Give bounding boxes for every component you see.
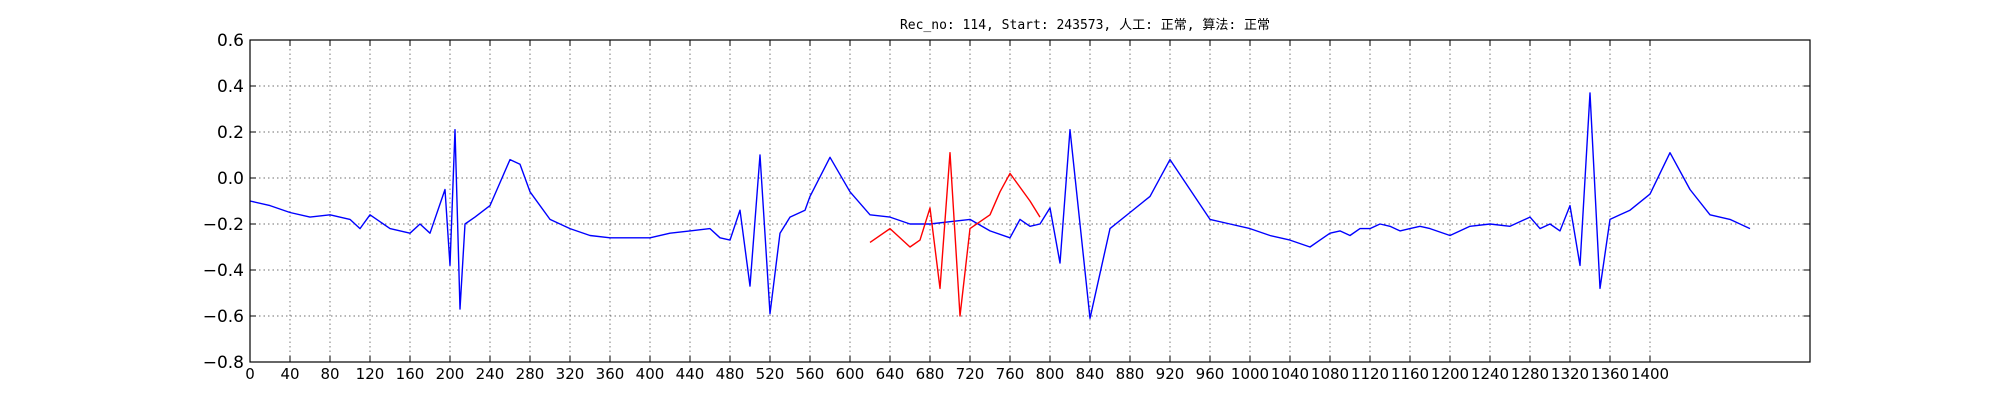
y-tick-label: 0.0 [217, 169, 244, 189]
x-tick-label: 360 [596, 365, 625, 383]
plot-area-frame [249, 39, 1811, 363]
x-tick-label: 1360 [1591, 365, 1629, 383]
y-axis: −0.8 −0.6 −0.4 −0.2 0.0 0.2 0.4 0.6 [203, 31, 1810, 373]
grid [250, 40, 1810, 362]
x-tick-label: 440 [676, 365, 705, 383]
x-tick-label: 880 [1116, 365, 1145, 383]
x-tick-label: 1400 [1631, 365, 1669, 383]
y-tick-label: −0.8 [203, 353, 244, 373]
x-axis: 0 40 80 120 160 200 240 280 320 360 400 440 480 520 56… [245, 40, 1669, 383]
x-tick-label: 480 [716, 365, 745, 383]
x-tick-label: 600 [836, 365, 865, 383]
x-tick-label: 80 [320, 365, 339, 383]
x-tick-label: 320 [556, 365, 585, 383]
y-tick-label: −0.4 [203, 261, 244, 281]
y-tick-label: −0.6 [203, 307, 244, 327]
ecg-signal-series [249, 92, 1751, 319]
x-tick-label: 920 [1156, 365, 1185, 383]
x-tick-label: 640 [876, 365, 905, 383]
x-tick-label: 0 [245, 365, 255, 383]
x-tick-label: 280 [516, 365, 545, 383]
x-tick-label: 200 [436, 365, 465, 383]
x-tick-label: 520 [756, 365, 785, 383]
x-tick-label: 240 [476, 365, 505, 383]
x-tick-label: 1200 [1431, 365, 1469, 383]
x-tick-label: 1320 [1551, 365, 1589, 383]
x-tick-label: 1240 [1471, 365, 1509, 383]
chart-title: Rec_no: 114, Start: 243573, 人工: 正常, 算法: … [900, 18, 1270, 33]
x-tick-label: 1280 [1511, 365, 1549, 383]
x-tick-label: 1080 [1311, 365, 1349, 383]
x-tick-label: 960 [1196, 365, 1225, 383]
x-tick-label: 40 [280, 365, 299, 383]
ecg-highlighted-beat-series [869, 151, 1041, 317]
x-tick-label: 400 [636, 365, 665, 383]
x-tick-label: 800 [1036, 365, 1065, 383]
y-tick-label: 0.2 [217, 123, 244, 143]
x-tick-label: 1040 [1271, 365, 1309, 383]
x-tick-label: 1160 [1391, 365, 1429, 383]
x-tick-label: 560 [796, 365, 825, 383]
y-tick-label: 0.4 [217, 77, 244, 97]
x-tick-label: 680 [916, 365, 945, 383]
x-tick-label: 1120 [1351, 365, 1389, 383]
x-tick-label: 760 [996, 365, 1025, 383]
x-tick-label: 120 [356, 365, 385, 383]
x-tick-label: 720 [956, 365, 985, 383]
series-group [249, 92, 1751, 319]
x-tick-label: 1000 [1231, 365, 1269, 383]
y-tick-label: −0.2 [203, 215, 244, 235]
y-tick-label: 0.6 [217, 31, 244, 51]
x-tick-label: 840 [1076, 365, 1105, 383]
x-tick-label: 160 [396, 365, 425, 383]
